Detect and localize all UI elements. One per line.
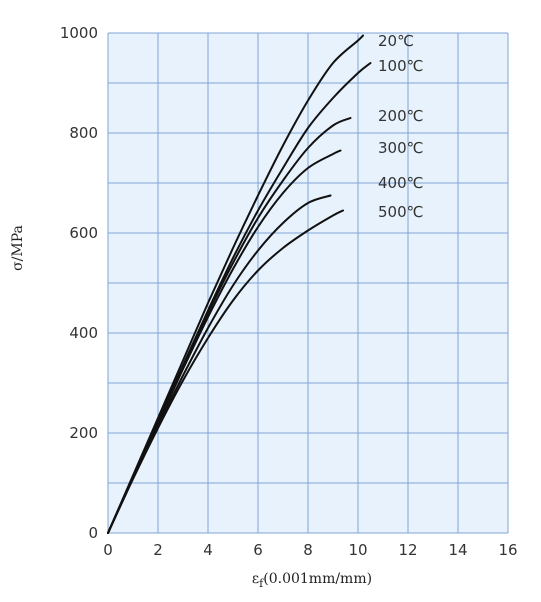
y-tick-label: 0 bbox=[88, 524, 98, 542]
x-tick-label: 6 bbox=[253, 541, 263, 559]
series-label: 20℃ bbox=[378, 32, 414, 50]
x-tick-label: 2 bbox=[153, 541, 163, 559]
x-axis-symbol: ε bbox=[252, 571, 259, 587]
x-tick-label: 4 bbox=[203, 541, 213, 559]
y-tick-label: 400 bbox=[69, 324, 98, 342]
y-tick-label: 200 bbox=[69, 424, 98, 442]
x-axis-subscript: f bbox=[259, 577, 264, 590]
series-label: 300℃ bbox=[378, 139, 423, 157]
y-axis-title: σ/MPa bbox=[10, 225, 26, 271]
series-line bbox=[107, 209, 344, 534]
series-label: 200℃ bbox=[378, 107, 423, 125]
y-tick-labels: 0 200 400 600 800 1000 bbox=[60, 24, 98, 542]
x-tick-label: 10 bbox=[348, 541, 367, 559]
series-labels: 20℃ 100℃ 200℃ 300℃ 400℃ 500℃ bbox=[378, 32, 423, 221]
x-tick-label: 16 bbox=[498, 541, 517, 559]
series-label: 100℃ bbox=[378, 57, 423, 75]
x-tick-label: 0 bbox=[103, 541, 113, 559]
grid bbox=[107, 32, 509, 534]
series-lines bbox=[107, 34, 372, 534]
y-tick-label: 1000 bbox=[60, 24, 98, 42]
x-tick-label: 14 bbox=[448, 541, 467, 559]
series-label: 400℃ bbox=[378, 174, 423, 192]
x-tick-label: 12 bbox=[398, 541, 417, 559]
x-axis-title: εf(0.001mm/mm) bbox=[252, 571, 372, 590]
x-tick-label: 8 bbox=[303, 541, 313, 559]
series-label: 500℃ bbox=[378, 203, 423, 221]
x-axis-units: (0.001mm/mm) bbox=[263, 571, 372, 587]
y-tick-label: 800 bbox=[69, 124, 98, 142]
x-tick-labels: 0 2 4 6 8 10 12 14 16 bbox=[103, 541, 517, 559]
y-tick-label: 600 bbox=[69, 224, 98, 242]
